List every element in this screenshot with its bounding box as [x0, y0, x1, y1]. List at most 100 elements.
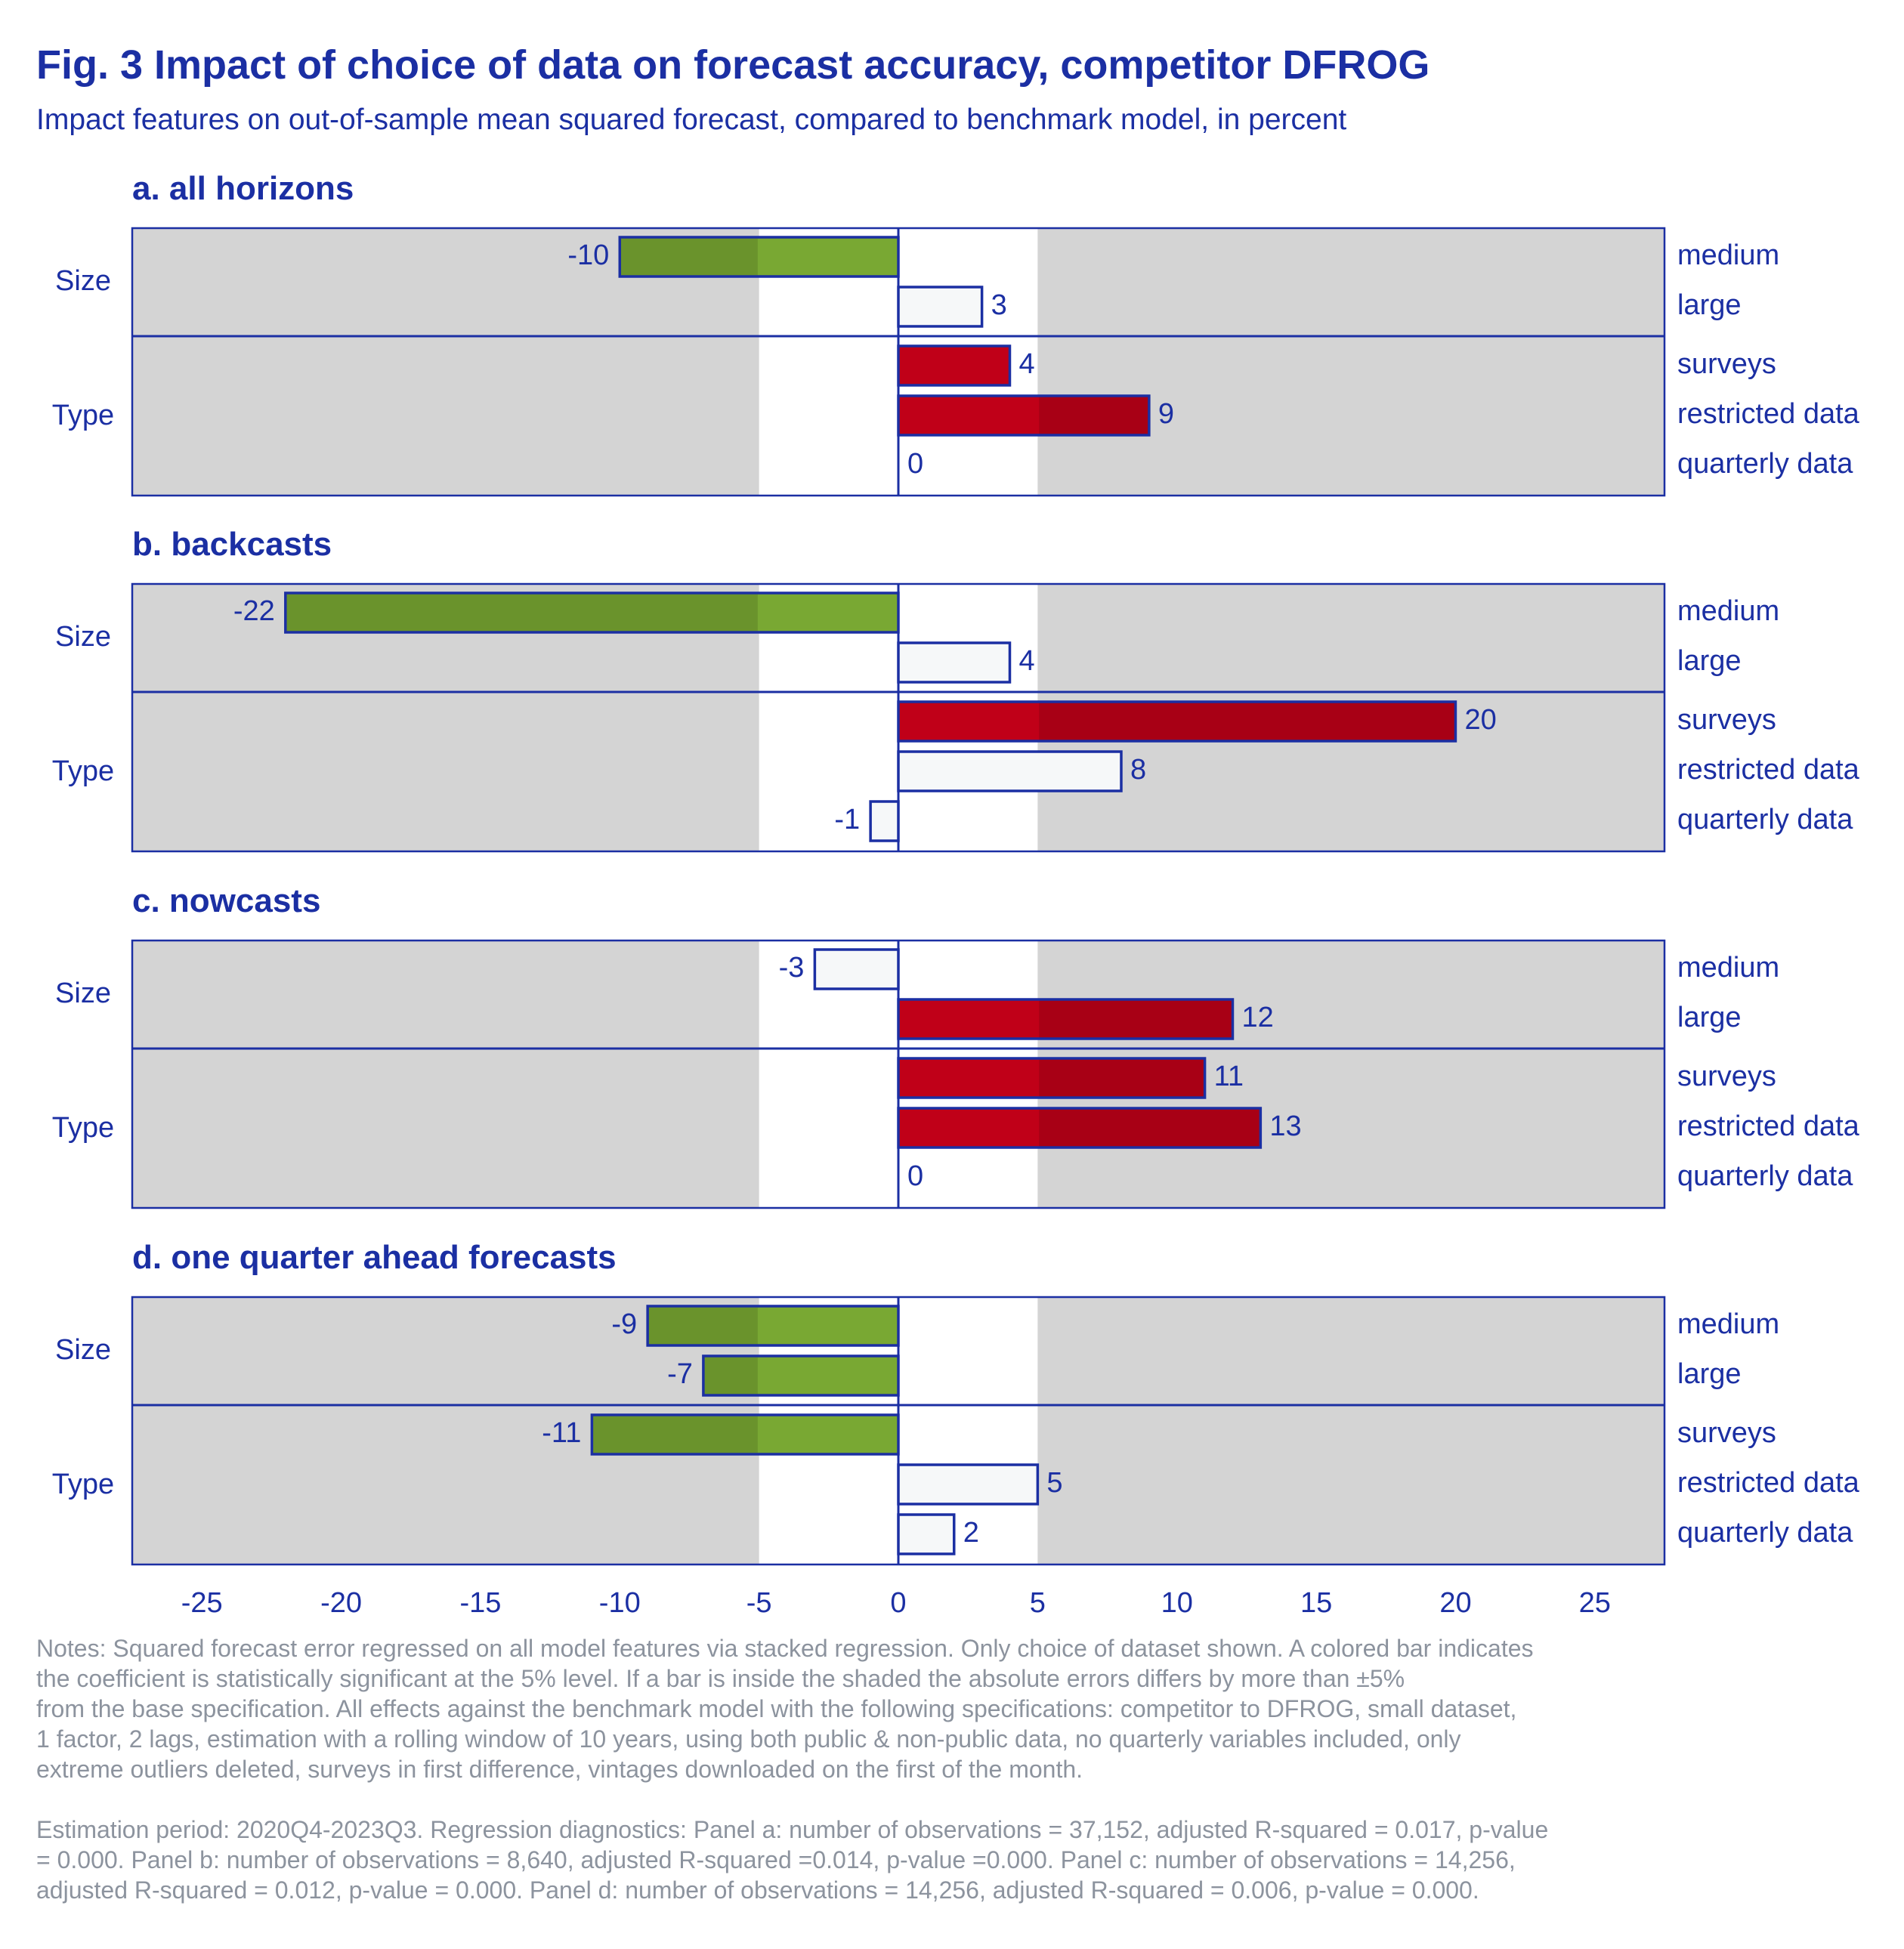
- data-label: 0: [907, 448, 923, 480]
- category-label: restricted data: [1677, 1467, 1860, 1499]
- bar-quarterly-data: [869, 800, 900, 842]
- panel-0: a. all horizons Size Type -10 medium 3 large 4 s…: [52, 170, 1860, 497]
- shaded-region-right: [1037, 228, 1664, 496]
- bar-shade-overlap: [1039, 1059, 1204, 1097]
- bar-shade-overlap: [286, 594, 758, 632]
- data-label: 11: [1214, 1061, 1244, 1092]
- category-label: restricted data: [1677, 1110, 1860, 1142]
- group-label-size: Size: [55, 1334, 111, 1366]
- bar-shade-overlap: [648, 1307, 758, 1345]
- x-tick-label: -5: [746, 1587, 772, 1619]
- bar-medium: [284, 591, 900, 634]
- x-tick-label: -10: [599, 1587, 641, 1619]
- bar-quarterly-data: [897, 1513, 956, 1555]
- data-label: 3: [991, 289, 1007, 321]
- data-label: 4: [1018, 645, 1034, 677]
- notes-paragraph-estimation: Estimation period: 2020Q4-2023Q3. Regres…: [36, 1816, 1549, 1904]
- bar-shade-overlap: [1039, 1000, 1232, 1038]
- category-label: large: [1677, 1002, 1742, 1033]
- group-label-size: Size: [55, 978, 111, 1009]
- group-label-type: Type: [52, 1469, 114, 1500]
- category-label: surveys: [1677, 1417, 1776, 1449]
- chart-title: Fig. 3 Impact of choice of data on forec…: [36, 42, 1430, 88]
- category-label: restricted data: [1677, 398, 1860, 430]
- data-label: -11: [542, 1417, 581, 1449]
- category-label: quarterly data: [1677, 1517, 1853, 1549]
- bar-shade-overlap: [593, 1416, 758, 1453]
- bar-restricted-data: [897, 1463, 1040, 1506]
- category-label: quarterly data: [1677, 448, 1853, 480]
- chart-subtitle: Impact features on out-of-sample mean sq…: [36, 103, 1347, 136]
- data-label: 13: [1269, 1110, 1301, 1142]
- panel-1: b. backcasts Size Type -22 medium 4 large 20 sur…: [52, 526, 1860, 853]
- shaded-region-left: [132, 941, 759, 1208]
- bar-shade-overlap: [1039, 1109, 1260, 1147]
- x-tick-label: 15: [1300, 1587, 1332, 1619]
- data-label: -7: [667, 1358, 693, 1390]
- panel-frame: [131, 227, 1666, 497]
- x-tick-label: 10: [1161, 1587, 1193, 1619]
- x-tick-label: 25: [1579, 1587, 1611, 1619]
- x-tick-label: -20: [320, 1587, 362, 1619]
- category-label: surveys: [1677, 704, 1776, 736]
- x-tick-label: 5: [1030, 1587, 1046, 1619]
- bar-medium: [813, 948, 900, 990]
- category-label: large: [1677, 1358, 1742, 1390]
- bar-shade-overlap: [704, 1357, 758, 1395]
- panel-frame: [131, 939, 1666, 1209]
- x-tick-label: 20: [1439, 1587, 1471, 1619]
- data-label: 8: [1130, 754, 1146, 786]
- group-label-size: Size: [55, 265, 111, 297]
- group-label-size: Size: [55, 621, 111, 653]
- panel-2: c. nowcasts Size Type -3 medium 12 large 11 surv…: [52, 882, 1860, 1209]
- panel-3: d. one quarter ahead forecasts Size Type -9…: [52, 1239, 1860, 1566]
- data-label: -22: [233, 595, 275, 627]
- category-label: medium: [1677, 952, 1779, 984]
- data-label: 9: [1158, 398, 1174, 430]
- bar-large: [897, 998, 1235, 1040]
- category-label: restricted data: [1677, 754, 1860, 786]
- x-tick-label: -25: [181, 1587, 223, 1619]
- data-label: -10: [567, 239, 609, 271]
- panel-title: b. backcasts: [132, 526, 332, 563]
- notes-paragraph-methodology: Notes: Squared forecast error regressed …: [36, 1635, 1534, 1783]
- group-label-type: Type: [52, 755, 114, 787]
- bar-surveys: [897, 700, 1457, 743]
- notes: Notes: Squared forecast error regressed …: [36, 1633, 1850, 1905]
- bar-restricted-data: [897, 1107, 1263, 1149]
- bar-surveys: [897, 344, 1012, 387]
- data-label: 4: [1018, 348, 1034, 380]
- bar-shade-overlap: [621, 238, 758, 276]
- bar-restricted-data: [897, 750, 1123, 792]
- panel-frame: [131, 1296, 1666, 1566]
- group-label-type: Type: [52, 1112, 114, 1144]
- panel-title: d. one quarter ahead forecasts: [132, 1239, 617, 1276]
- bar-medium: [646, 1305, 900, 1347]
- panel-title: c. nowcasts: [132, 882, 320, 919]
- shaded-region-right: [1037, 1297, 1664, 1564]
- bar-shade-overlap: [1039, 703, 1454, 740]
- data-label: -3: [779, 952, 805, 984]
- data-label: 12: [1241, 1002, 1273, 1033]
- x-tick-label: 0: [890, 1587, 906, 1619]
- x-tick-label: -15: [459, 1587, 501, 1619]
- group-label-type: Type: [52, 400, 114, 431]
- data-label: -1: [834, 804, 860, 836]
- category-label: medium: [1677, 1308, 1779, 1340]
- data-label: 20: [1464, 704, 1496, 736]
- category-label: quarterly data: [1677, 1160, 1853, 1192]
- bar-large: [897, 286, 984, 328]
- panel-frame: [131, 582, 1666, 853]
- data-label: 5: [1046, 1467, 1062, 1499]
- category-label: medium: [1677, 239, 1779, 271]
- category-label: large: [1677, 289, 1742, 321]
- data-label: -9: [611, 1308, 637, 1340]
- category-label: large: [1677, 645, 1742, 677]
- category-label: surveys: [1677, 348, 1776, 380]
- data-label: 0: [907, 1160, 923, 1192]
- data-label: 2: [963, 1517, 979, 1549]
- bar-shade-overlap: [1039, 397, 1148, 434]
- bar-large: [897, 641, 1012, 684]
- category-label: surveys: [1677, 1061, 1776, 1092]
